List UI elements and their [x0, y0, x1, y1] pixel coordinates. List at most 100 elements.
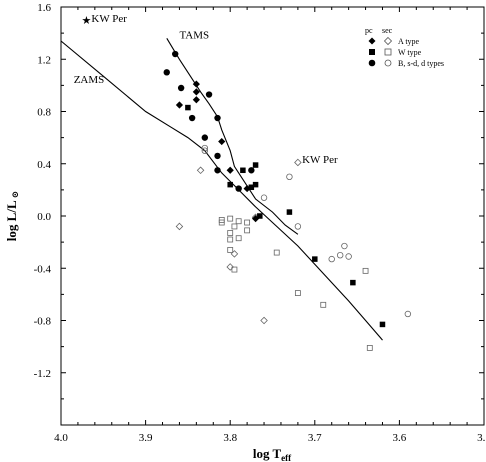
diamond-secondary-point: [294, 158, 302, 167]
square-primary-point: [252, 162, 259, 168]
legend-a-primary-diamond: [368, 37, 376, 45]
square-primary-point: [379, 321, 386, 328]
circle-primary-point: [188, 114, 196, 122]
legend-w-label: W type: [398, 48, 422, 57]
y-tick-label: -1.2: [34, 368, 51, 380]
x-tick-label: 3.5: [477, 432, 486, 444]
y-tick-label: -0.4: [34, 263, 52, 275]
y-tick-label: 1.2: [37, 54, 51, 66]
legend-header-pc: pc: [365, 26, 373, 35]
square-secondary-point: [294, 290, 301, 296]
legend-a-label: A type: [398, 37, 420, 46]
legend-b-secondary-circle: [384, 59, 392, 67]
diamond-secondary-point: [230, 250, 239, 258]
circle-secondary-point: [201, 147, 209, 154]
square-primary-point: [257, 213, 263, 219]
square-secondary-point: [231, 266, 238, 273]
kw-per-star-marker: ★: [81, 15, 91, 27]
zams-line: [60, 40, 383, 341]
square-secondary-point: [231, 223, 238, 230]
square-secondary-point: [366, 345, 373, 351]
diamond-primary-point: [192, 88, 200, 96]
y-tick-label: 0.0: [37, 211, 51, 223]
tams-label: TAMS: [179, 29, 209, 41]
circle-secondary-point: [345, 253, 352, 260]
square-secondary-point: [244, 227, 251, 234]
square-secondary-point: [320, 301, 327, 308]
square-secondary-point: [235, 218, 242, 225]
legend-w-primary-square: [369, 49, 375, 55]
y-tick-label: 0.8: [37, 107, 51, 119]
plot-frame: [60, 6, 485, 426]
square-secondary-point: [227, 247, 234, 253]
tams-line: [166, 38, 299, 235]
diamond-secondary-point: [226, 263, 234, 271]
y-tick-label: 1.6: [37, 2, 51, 14]
square-secondary-point: [273, 249, 280, 256]
circle-primary-point: [177, 84, 185, 92]
circle-primary-point: [214, 114, 221, 122]
kw-per-label: KW Per: [91, 13, 127, 25]
x-axis: 4.0 3.9 3.8 3.7 3.6 3.5: [54, 7, 486, 444]
square-secondary-point: [227, 215, 234, 222]
diamond-secondary-point: [196, 166, 205, 175]
circle-secondary-point: [336, 251, 344, 259]
legend-w-secondary-square: [384, 48, 392, 56]
square-primary-point: [312, 256, 318, 262]
y-axis: 1.6 1.2 0.8 0.4 0.0 -0.4 -0.8 -1.2: [34, 2, 484, 400]
square-primary-point: [240, 167, 246, 174]
diamond-primary-point: [192, 96, 200, 104]
zams-label: ZAMS: [74, 74, 105, 86]
circle-secondary-point: [260, 194, 268, 201]
diamond-primary-point: [251, 215, 260, 223]
legend-header-sec: sec: [382, 26, 393, 35]
square-primary-point: [350, 279, 356, 286]
x-axis-title: log Teff: [253, 446, 292, 462]
circle-primary-point: [235, 185, 242, 192]
kw-per-label: KW Per: [302, 154, 338, 166]
legend-b-primary-circle: [368, 59, 376, 67]
circle-secondary-point: [201, 144, 209, 152]
square-primary-point: [185, 104, 191, 111]
circle-primary-point: [201, 134, 209, 141]
x-tick-label: 3.7: [308, 432, 322, 444]
x-tick-label: 3.6: [393, 432, 407, 444]
circle-primary-point: [205, 91, 213, 98]
evolution-tracks: [60, 38, 383, 341]
square-secondary-point: [227, 236, 234, 243]
circle-primary-point: [163, 69, 170, 76]
square-secondary-point: [235, 235, 242, 242]
square-primary-point: [286, 209, 293, 215]
square-primary-point: [252, 181, 259, 188]
x-tick-label: 3.9: [139, 432, 153, 444]
diamond-primary-point: [226, 166, 234, 174]
square-secondary-point: [362, 267, 369, 274]
legend-a-secondary-diamond: [383, 36, 393, 46]
y-axis-title: log L/L⊙: [4, 191, 20, 241]
square-primary-point: [248, 184, 255, 191]
square-secondary-point: [218, 219, 225, 226]
y-tick-label: 0.4: [37, 159, 51, 171]
x-tick-label: 3.8: [223, 432, 237, 444]
diamond-primary-point: [218, 137, 226, 146]
diamond-secondary-point: [260, 316, 268, 325]
square-secondary-point: [227, 230, 234, 236]
square-secondary-point: [244, 219, 251, 226]
circle-secondary-point: [404, 310, 412, 318]
diamond-secondary-point: [175, 222, 184, 231]
square-primary-point: [227, 181, 233, 188]
legend-b-label: B, s-d, d types: [398, 59, 444, 68]
circle-primary-point: [248, 167, 255, 174]
circle-primary-point: [172, 50, 179, 58]
diamond-primary-point: [175, 101, 184, 109]
x-tick-label: 4.0: [54, 432, 68, 444]
circle-primary-point: [214, 152, 221, 160]
circle-secondary-point: [341, 242, 348, 250]
circle-primary-point: [214, 167, 221, 174]
circle-secondary-point: [294, 223, 302, 230]
legend: pc sec A type W type B, s-d, d types: [365, 26, 444, 68]
circle-secondary-point: [328, 255, 335, 263]
data-points: [163, 50, 412, 351]
